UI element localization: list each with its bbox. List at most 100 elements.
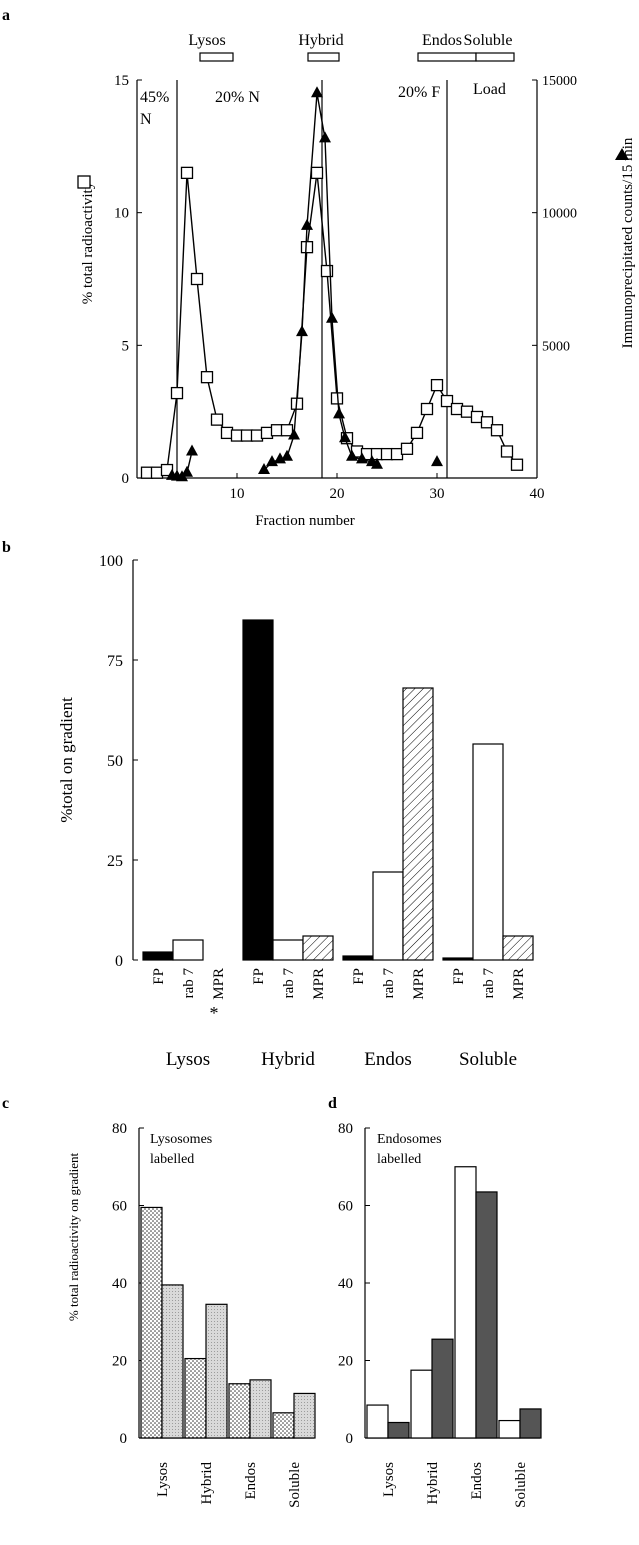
panel-c-category-label: Soluble (287, 1462, 303, 1508)
panel-a-chart: % total radioactivity Immunoprecipitated… (77, 32, 636, 529)
panel-d-ytick-label: 60 (338, 1199, 353, 1215)
panel-b-bar-label: rab 7 (481, 968, 497, 999)
panel-b-ylabel: %total on gradient (57, 697, 76, 823)
panel-c-bar (249, 1379, 272, 1439)
panel-b-bar-mpr (302, 935, 334, 961)
panel-b-bar-mpr (502, 935, 534, 961)
panel-a-ytick-label: 0 (122, 471, 130, 487)
panel-d-category-label: Soluble (513, 1462, 529, 1508)
panel-b-bar-fp (442, 957, 474, 961)
panel-b-bar-label: MPR (511, 968, 527, 1000)
panel-a-triangle-point (339, 431, 351, 443)
panel-d-bar (410, 1369, 433, 1439)
panel-b-group-label: Hybrid (261, 1049, 315, 1070)
panel-a-ytick-label: 15 (114, 73, 129, 89)
panel-a-square-point (320, 264, 334, 278)
panel-a-square-point (410, 426, 424, 440)
panel-label-d: d (328, 1095, 337, 1112)
panel-c-chart: % total radioactivity on gradient Lysoso… (66, 1121, 316, 1508)
panel-b-bar-label: FP (451, 968, 467, 985)
panel-a-region-label: N (140, 111, 152, 128)
panel-a-triangle-series-line (263, 93, 378, 471)
panel-c-ytick-label: 20 (112, 1354, 127, 1370)
panel-a-triangle-point (301, 218, 313, 230)
panel-a-xtick-label: 20 (330, 486, 345, 502)
panel-c-bar (184, 1357, 207, 1439)
panel-a-region-label: Load (473, 81, 506, 98)
panel-a-y2tick-label: 5000 (542, 339, 570, 354)
panel-a-square-point (170, 386, 184, 400)
panel-d-ytick-label: 0 (346, 1431, 354, 1447)
panel-a-triangle-point (319, 131, 331, 143)
panel-c-ylabel: % total radioactivity on gradient (66, 1153, 81, 1322)
panel-b-bar-label: rab 7 (181, 968, 197, 999)
panel-c-bar (293, 1392, 316, 1439)
panel-b-bar-label: FP (351, 968, 367, 985)
panel-a-triangle-point (326, 311, 338, 323)
panel-b-bar-label: FP (251, 968, 267, 985)
panel-a-triangle-point (288, 428, 300, 440)
panel-d-inset-line1: Endosomes (377, 1132, 442, 1147)
panel-b-bar-label: MPR (211, 968, 227, 1000)
panel-d-bar (366, 1404, 389, 1439)
panel-a-band-label: Hybrid (298, 32, 343, 49)
panel-a-band-label: Soluble (464, 32, 513, 49)
panel-a-triangle-point (346, 449, 358, 461)
panel-d-bar (475, 1191, 498, 1439)
panel-label-c: c (2, 1095, 9, 1112)
panel-b-chart: %total on gradient * 0 25 50 75 100 FP rab 7 MP… (57, 553, 534, 1070)
panel-c-ytick-label: 0 (120, 1431, 128, 1447)
panel-b-ytick-label: 0 (115, 953, 123, 970)
panel-a-region-label: 20% F (398, 84, 440, 101)
panel-a-ylabel: % total radioactivity (80, 181, 96, 304)
panel-c-category-label: Endos (243, 1462, 259, 1500)
panel-c-bar (228, 1383, 251, 1439)
panel-b-group-label: Endos (364, 1049, 412, 1070)
panel-c-category-label: Hybrid (199, 1462, 215, 1505)
panel-b-bar-fp (142, 951, 174, 961)
panel-a-triangle-point (186, 444, 198, 456)
panel-a-square-point (200, 371, 214, 384)
panel-a-square-point (300, 241, 314, 254)
panel-a-band-label: Lysos (188, 32, 225, 49)
panel-c-bar (205, 1303, 228, 1439)
panel-d-bar (519, 1408, 542, 1439)
panel-c-bar (272, 1412, 295, 1439)
panel-b-bar-label: MPR (311, 968, 327, 1000)
panel-a-band-label: Endos (422, 32, 462, 49)
panel-a-square-point (420, 402, 434, 416)
panel-d-chart: Endosomes labelled 0 20 40 60 80 Lysos Hybrid E… (338, 1121, 542, 1508)
panel-a-triangle-point (333, 407, 345, 419)
panel-a-ytick-label: 5 (122, 338, 130, 354)
panel-a-square-point (180, 166, 194, 180)
panel-b-ytick-label: 50 (107, 753, 123, 770)
panel-a-square-point (500, 445, 514, 458)
panel-c-bar (161, 1284, 184, 1439)
panel-b-ytick-label: 25 (107, 853, 123, 870)
panel-a-region-label: 45% (140, 89, 169, 106)
panel-b-ytick-label: 100 (99, 553, 123, 570)
panel-b-bar-rab7 (472, 743, 504, 961)
panel-d-category-label: Hybrid (425, 1462, 441, 1505)
panel-a-square-point (480, 416, 494, 429)
panel-a-y2tick-label: 10000 (542, 207, 577, 222)
panel-a-square-point (490, 424, 504, 437)
panel-a-xtick-label: 40 (530, 486, 545, 502)
panel-a-band-endos (417, 52, 477, 62)
panel-d-bar (454, 1166, 477, 1439)
panel-b-group-label: Lysos (166, 1049, 210, 1070)
panel-b-bar-label: rab 7 (281, 968, 297, 999)
panel-a-triangle-point (258, 463, 270, 475)
panel-a-triangle-point (181, 465, 193, 477)
panel-b-annotation: * (210, 1003, 219, 1023)
panel-d-bar (387, 1421, 410, 1439)
panel-b-bar-label: FP (151, 968, 167, 985)
panel-a-band-soluble (475, 52, 515, 62)
panel-a-xtick-label: 10 (230, 486, 245, 502)
panel-a-square-point (510, 458, 524, 471)
panel-label-b: b (2, 539, 11, 556)
panel-d-inset-line2: labelled (377, 1152, 421, 1167)
panel-c-bar (140, 1206, 163, 1439)
panel-a-band-hybrid (307, 52, 340, 62)
